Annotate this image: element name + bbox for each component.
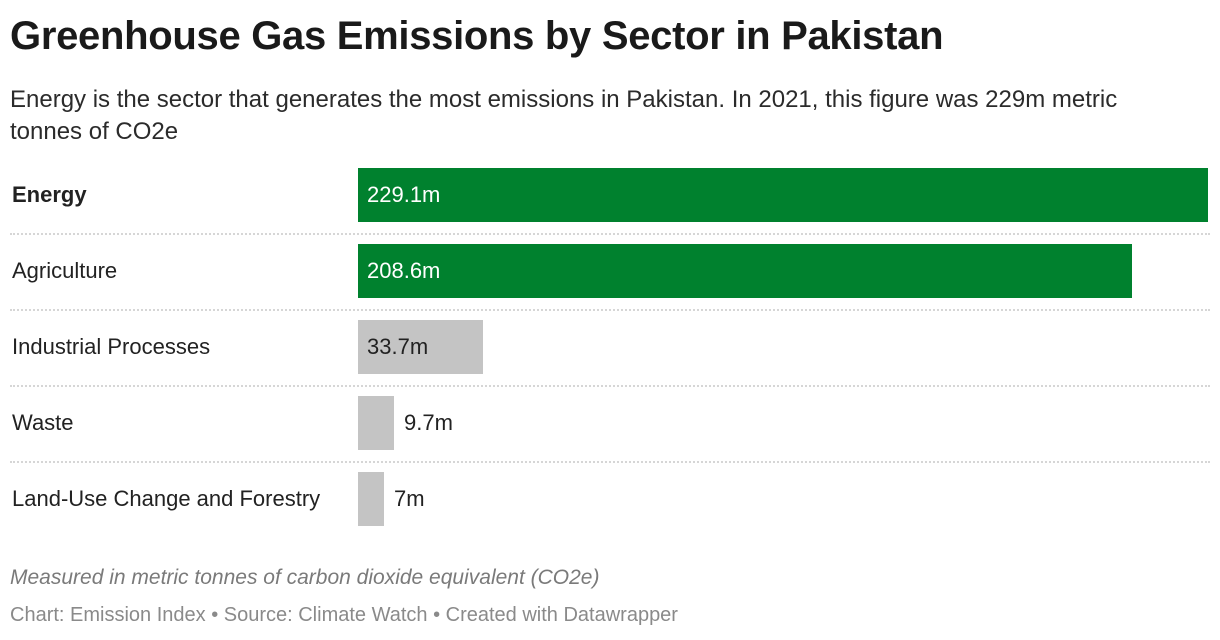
row-separator (10, 233, 1210, 235)
chart-footer: Chart: Emission Index • Source: Climate … (10, 604, 678, 626)
bar-row: Waste 9.7m (0, 396, 1210, 450)
row-separator (10, 385, 1210, 387)
bar (358, 320, 483, 374)
value-label: 9.7m (404, 410, 453, 435)
chart-title: Greenhouse Gas Emissions by Sector in Pa… (10, 14, 944, 58)
bar (358, 168, 1208, 222)
category-label: Agriculture (12, 258, 118, 283)
bar-row: Industrial Processes 33.7m (0, 320, 1210, 374)
value-label: 208.6m (367, 258, 441, 283)
bar-chart: Energy 229.1m Agriculture 208.6m Industrial … (0, 168, 1220, 532)
chart-notes: Measured in metric tonnes of carbon diox… (10, 566, 600, 589)
category-label: Waste (12, 410, 74, 435)
bar (358, 244, 1132, 298)
value-label: 7m (394, 486, 425, 511)
category-label: Industrial Processes (12, 334, 211, 359)
bar (358, 472, 384, 526)
row-separator (10, 461, 1210, 463)
bar-row: Land-Use Change and Forestry 7m (0, 472, 1210, 526)
value-label: 229.1m (367, 182, 441, 207)
bar-row: Energy 229.1m (0, 168, 1210, 222)
row-separator (10, 309, 1210, 311)
bar (358, 396, 394, 450)
value-label: 33.7m (367, 334, 429, 359)
bar-row: Agriculture 208.6m (0, 244, 1210, 298)
category-label: Land-Use Change and Forestry (12, 486, 321, 511)
chart-subtitle: Energy is the sector that generates the … (10, 86, 1118, 145)
category-label: Energy (12, 182, 87, 207)
